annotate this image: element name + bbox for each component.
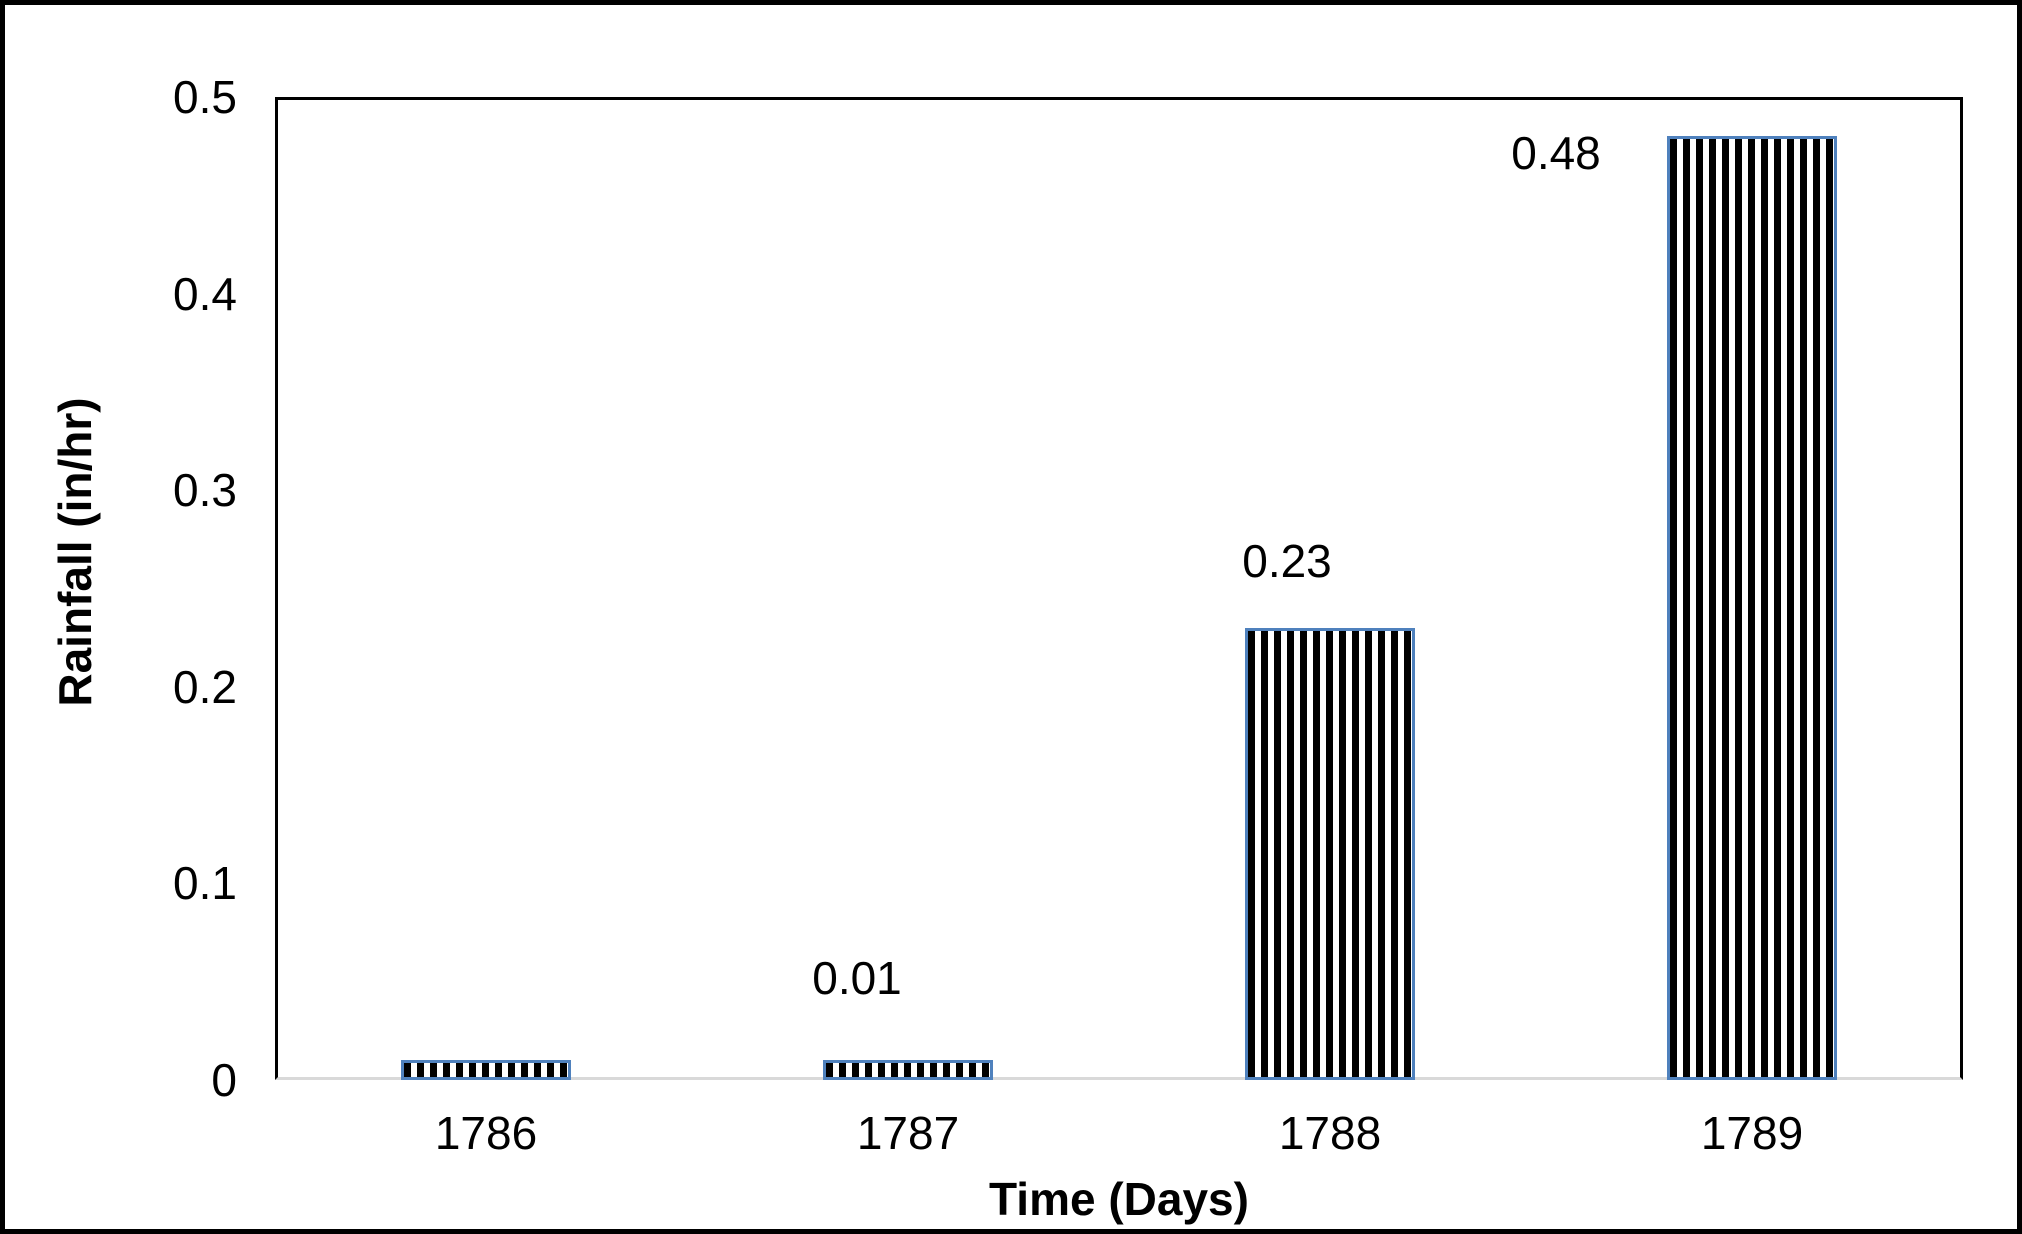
data-label-1788: 0.23 — [1242, 535, 1332, 587]
x-tick-label-1788: 1788 — [1278, 1107, 1382, 1159]
bar-1787 — [823, 1060, 993, 1080]
data-label-1787: 0.01 — [812, 952, 902, 1004]
bar-1789 — [1667, 136, 1837, 1080]
x-axis-title: Time (Days) — [989, 1173, 1249, 1225]
y-tick-label: 0.2 — [173, 660, 237, 713]
bar-1788 — [1245, 628, 1415, 1080]
x-tick-label-1786: 1786 — [434, 1107, 538, 1159]
data-label-1789: 0.48 — [1511, 127, 1601, 179]
bar-1786 — [401, 1060, 571, 1080]
y-tick-label: 0.1 — [173, 857, 237, 910]
y-tick-label: 0.4 — [173, 267, 237, 320]
y-tick-label: 0.3 — [173, 464, 237, 517]
y-tick-label: 0 — [211, 1054, 237, 1106]
x-tick-label-1787: 1787 — [856, 1107, 960, 1159]
x-tick-label-1789: 1789 — [1700, 1107, 1804, 1159]
y-tick-label: 0.5 — [173, 71, 237, 123]
